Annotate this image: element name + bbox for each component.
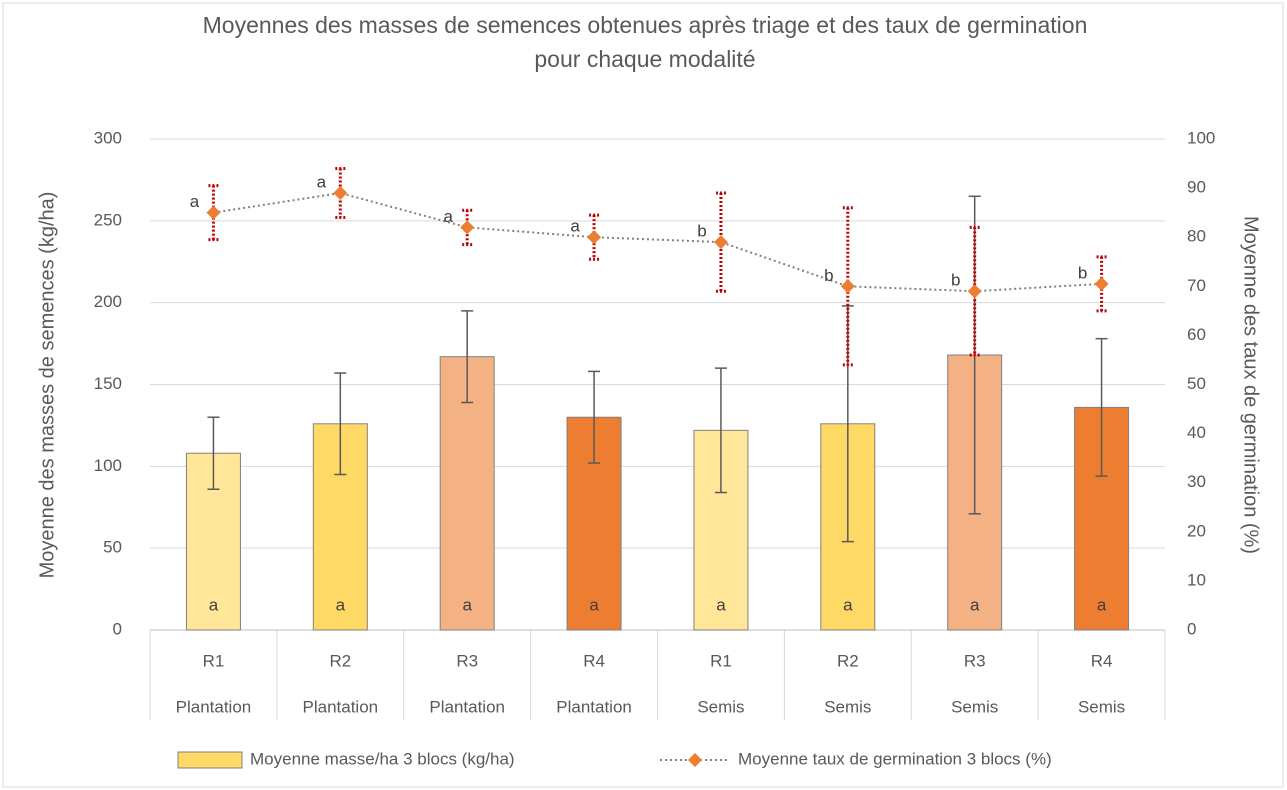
y2-tick-label: 30 (1187, 472, 1206, 491)
x-group-label: Semis (824, 697, 871, 716)
y-tick-label: 50 (103, 538, 122, 557)
line-point-label: a (317, 172, 327, 191)
y2-tick-label: 20 (1187, 521, 1206, 540)
bar-point-label: a (843, 595, 853, 614)
line-point-label: b (1078, 263, 1087, 282)
line-marker (333, 186, 348, 201)
y-tick-label: 250 (94, 210, 122, 229)
line-marker (967, 284, 982, 299)
y2-tick-label: 60 (1187, 325, 1206, 344)
legend-label: Moyenne taux de germination 3 blocs (%) (738, 749, 1052, 768)
line (213, 191, 1102, 293)
line-marker (1094, 276, 1109, 291)
x-group-label: Plantation (176, 697, 252, 716)
bar-point-label: a (970, 595, 980, 614)
line-point-label: b (697, 222, 706, 241)
x-group-label: Semis (951, 697, 998, 716)
line-point-label: a (190, 192, 200, 211)
line-marker (460, 220, 475, 235)
line-marker (206, 205, 221, 220)
x-tick-label: R3 (456, 651, 478, 670)
legend-marker (688, 753, 702, 767)
y-tick-label: 200 (94, 292, 122, 311)
x-group-label: Plantation (303, 697, 379, 716)
bar-point-label: a (209, 595, 219, 614)
x-tick-label: R2 (329, 651, 351, 670)
y2-tick-label: 80 (1187, 227, 1206, 246)
legend-swatch (177, 751, 243, 769)
line-point-label: b (951, 271, 960, 290)
line-marker (713, 235, 728, 250)
x-group-label: Semis (1078, 697, 1125, 716)
line-marker (587, 230, 602, 245)
bar-point-label: a (336, 595, 346, 614)
line-point-label: b (824, 266, 833, 285)
y-tick-label: 0 (113, 619, 122, 638)
bar-point-label: a (462, 595, 472, 614)
y2-tick-label: 90 (1187, 178, 1206, 197)
x-group-label: Plantation (556, 697, 632, 716)
chart-title: Moyennes des masses de semences obtenues… (202, 12, 1088, 72)
y-axis-label: Moyenne des masses de semences (kg/ha) (36, 192, 58, 579)
x-group-label: Plantation (429, 697, 505, 716)
line-point-label: a (570, 217, 580, 236)
y2-tick-label: 70 (1187, 276, 1206, 295)
x-tick-label: R2 (837, 651, 859, 670)
y2-tick-label: 0 (1187, 619, 1196, 638)
y2-tick-label: 100 (1187, 128, 1215, 147)
x-tick-label: R4 (1091, 651, 1113, 670)
bar-point-label: a (716, 595, 726, 614)
y-tick-label: 300 (94, 128, 122, 147)
y2-tick-label: 40 (1187, 423, 1206, 442)
y-tick-label: 150 (94, 374, 122, 393)
x-tick-label: R1 (710, 651, 732, 670)
y2-tick-label: 10 (1187, 570, 1206, 589)
bar-point-label: a (1097, 595, 1107, 614)
bar-point-label: a (589, 595, 599, 614)
y2-tick-label: 50 (1187, 374, 1206, 393)
x-tick-label: R4 (583, 651, 605, 670)
x-tick-label: R3 (964, 651, 986, 670)
legend-label: Moyenne masse/ha 3 blocs (kg/ha) (250, 749, 515, 768)
x-tick-label: R1 (203, 651, 225, 670)
line-marker (840, 279, 855, 294)
y-tick-label: 100 (94, 456, 122, 475)
line-point-label: a (443, 207, 453, 226)
x-group-label: Semis (697, 697, 744, 716)
y2-axis-label: Moyenne des taux de germination (%) (1240, 216, 1262, 554)
